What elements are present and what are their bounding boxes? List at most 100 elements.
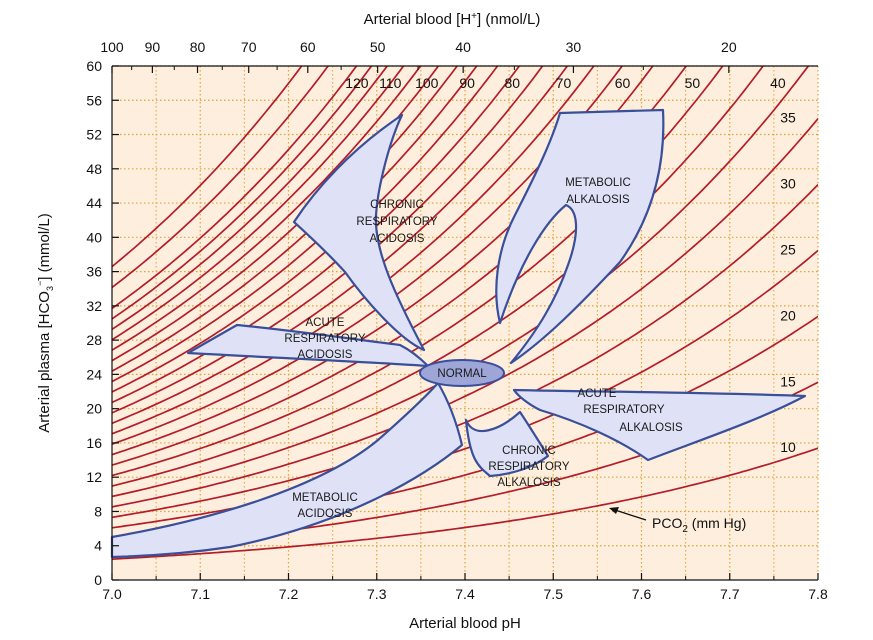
top-tick-label: 50 — [370, 39, 386, 55]
svg-text:ALKALOSIS: ALKALOSIS — [497, 477, 561, 489]
x-tick-label: 7.4 — [455, 586, 475, 602]
pco2-isopleth-labels: 120 110 100 90 80 70 60 50 40 35 30 25 20 15 10 — [345, 75, 796, 455]
y-tick-label: 32 — [86, 298, 102, 314]
pco2-isopleth-label: 80 — [504, 75, 520, 91]
y-tick-label: 8 — [94, 503, 102, 519]
normal-region — [419, 359, 505, 387]
pco2-isopleth — [112, 66, 389, 331]
pco2-isopleth — [112, 66, 459, 372]
pco2-isopleth-label: 25 — [780, 241, 796, 257]
pco2-isopleth — [112, 66, 688, 466]
y-tick-label: 44 — [86, 195, 102, 211]
x-tick-label: 7.5 — [544, 586, 564, 602]
top-tick-label: 40 — [455, 39, 471, 55]
pco2-isopleth — [112, 66, 724, 477]
top-axis-ticks: 100 90 80 70 60 50 40 30 20 — [100, 39, 737, 73]
svg-text:ACIDOSIS: ACIDOSIS — [370, 233, 425, 245]
top-tick-label: 80 — [190, 39, 206, 55]
pco2-isopleth — [112, 66, 499, 393]
x-tick-label: 7.7 — [720, 586, 740, 602]
region-metabolic-acidosis — [110, 381, 464, 559]
svg-text:RESPIRATORY: RESPIRATORY — [583, 404, 664, 416]
svg-text:RESPIRATORY: RESPIRATORY — [284, 333, 365, 345]
pco2-isopleth-label: 20 — [780, 307, 796, 323]
pco2-isopleth — [112, 66, 405, 341]
y-axis-title: Arterial plasma [HCO3−] (mmol/L) — [35, 213, 55, 432]
pco2-isopleth-label: 35 — [780, 110, 796, 126]
pco2-isopleth-label: 40 — [770, 75, 786, 91]
pco2-isopleth — [112, 66, 358, 310]
pco2-isopleth — [112, 66, 440, 362]
pco2-isopleth-label: 100 — [415, 75, 439, 91]
svg-text:METABOLIC: METABOLIC — [565, 177, 631, 189]
region-label-acute-respiratory-acidosis: ACUTE RESPIRATORY ACIDOSIS — [284, 317, 365, 361]
pco2-isopleth-label: 120 — [345, 75, 369, 91]
y-tick-label: 36 — [86, 264, 102, 280]
pco2-isopleth — [112, 66, 422, 351]
y-tick-label: 28 — [86, 332, 102, 348]
pco2-isopleth — [112, 66, 478, 383]
y-tick-label: 52 — [86, 127, 102, 143]
pco2-isopleth-label: 90 — [459, 75, 475, 91]
x-axis-title: Arterial blood pH — [409, 615, 521, 632]
pco2-isopleth-label: 110 — [379, 75, 402, 91]
svg-text:ALKALOSIS: ALKALOSIS — [566, 194, 630, 206]
pco2-isopleth — [112, 66, 595, 435]
top-tick-label: 70 — [241, 39, 257, 55]
pco2-callout: PCO2 (mm Hg) — [609, 507, 746, 535]
svg-text:RESPIRATORY: RESPIRATORY — [356, 216, 437, 228]
svg-text:ACUTE: ACUTE — [578, 388, 617, 400]
y-tick-label: 24 — [86, 366, 102, 382]
y-tick-label: 40 — [86, 229, 102, 245]
x-tick-label: 7.8 — [808, 586, 828, 602]
pco2-isopleth — [112, 66, 330, 289]
top-tick-label: 100 — [100, 39, 124, 55]
region-label-normal: NORMAL — [437, 368, 487, 380]
pco2-isopleth-label: 15 — [780, 373, 796, 389]
region-label-acute-respiratory-alkalosis: ACUTE RESPIRATORY ALKALOSIS — [578, 388, 683, 434]
pco2-isopleth — [112, 447, 818, 560]
acid-base-regions — [110, 108, 807, 559]
x-tick-label: 7.1 — [191, 586, 211, 602]
y-tick-label: 20 — [86, 401, 102, 417]
x-tick-label: 7.3 — [367, 586, 387, 602]
svg-text:ACUTE: ACUTE — [306, 317, 345, 329]
region-label-metabolic-acidosis: METABOLIC ACIDOSIS — [292, 492, 358, 520]
y-tick-label: 48 — [86, 161, 102, 177]
y-tick-label: 4 — [94, 538, 102, 554]
pco2-isopleth — [112, 66, 624, 445]
top-tick-label: 90 — [145, 39, 161, 55]
pco2-isopleth — [112, 66, 569, 425]
svg-text:CHRONIC: CHRONIC — [502, 445, 556, 457]
region-metabolic-alkalosis — [495, 108, 665, 365]
y-tick-label: 16 — [86, 435, 102, 451]
pco2-isopleth — [112, 66, 765, 487]
pco2-isopleth — [112, 118, 818, 508]
pco2-isopleth-label: 60 — [615, 75, 631, 91]
pco2-isopleth — [112, 66, 303, 268]
svg-text:RESPIRATORY: RESPIRATORY — [488, 461, 569, 473]
x-tick-label: 7.6 — [632, 586, 652, 602]
top-axis-title: Arterial blood [H+] (nmol/L) — [364, 11, 541, 28]
region-label-chronic-respiratory-acidosis: CHRONIC RESPIRATORY ACIDOSIS — [356, 199, 437, 245]
svg-text:ACIDOSIS: ACIDOSIS — [298, 349, 353, 361]
region-acute-respiratory-acidosis — [186, 323, 430, 368]
region-chronic-respiratory-acidosis — [292, 113, 426, 352]
svg-text:ACIDOSIS: ACIDOSIS — [298, 508, 353, 520]
pco2-isopleth — [112, 66, 373, 320]
region-label-metabolic-alkalosis: METABOLIC ALKALOSIS — [565, 177, 631, 206]
pco2-isopleth-label: 30 — [780, 176, 796, 192]
region-label-chronic-respiratory-alkalosis: CHRONIC RESPIRATORY ALKALOSIS — [488, 445, 569, 489]
y-tick-label: 0 — [94, 572, 102, 588]
top-tick-label: 30 — [566, 39, 582, 55]
x-tick-label: 7.0 — [102, 586, 122, 602]
pco2-isopleth-label: 50 — [685, 75, 701, 91]
pco2-isopleth-label: 10 — [780, 439, 796, 455]
pco2-isopleth — [112, 66, 654, 456]
svg-text:METABOLIC: METABOLIC — [292, 492, 358, 504]
y-tick-label: 56 — [86, 92, 102, 108]
pco2-isopleth-label: 70 — [556, 75, 572, 91]
region-acute-respiratory-alkalosis — [512, 388, 807, 462]
